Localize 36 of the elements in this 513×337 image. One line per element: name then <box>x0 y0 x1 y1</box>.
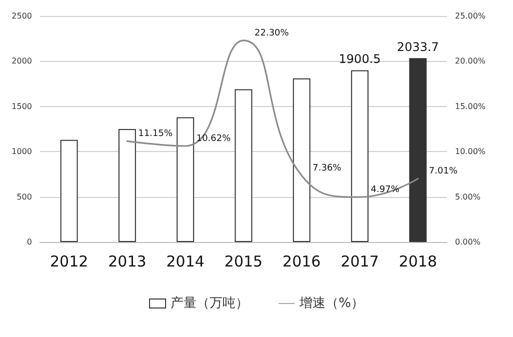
y-tick-label: 2000 <box>12 56 32 66</box>
bar <box>60 140 78 242</box>
x-tick-label: 2015 <box>224 252 263 270</box>
x-tick-label: 2013 <box>108 252 146 270</box>
y-tick-label: 500 <box>16 192 32 202</box>
data-label: 10.62% <box>196 134 232 144</box>
x-tick-label: 2018 <box>398 252 438 270</box>
bar <box>118 129 136 242</box>
bar <box>234 89 252 242</box>
y2-tick-label: 5.00% <box>455 192 481 202</box>
data-label: 22.30% <box>254 28 290 38</box>
y2-tick-label: 20.00% <box>455 56 486 66</box>
data-label: 7.36% <box>312 163 342 174</box>
bar <box>176 117 194 242</box>
y-tick-label: 1500 <box>12 102 32 111</box>
y2-tick-label: 25.00% <box>455 12 486 20</box>
data-label: 11.15% <box>138 129 173 140</box>
x-tick-label: 2017 <box>340 252 379 270</box>
bar <box>292 78 310 242</box>
y2-tick-label: 15.00% <box>455 102 486 111</box>
x-tick-label: 2012 <box>50 252 88 270</box>
y-tick-label: 2500 <box>12 12 32 20</box>
y-tick-label: 1000 <box>12 147 32 156</box>
legend-label: 产量（万吨） <box>170 296 249 311</box>
bar <box>409 58 427 242</box>
y2-tick-label: 10.00% <box>455 147 486 156</box>
x-tick-label: 2016 <box>282 252 321 270</box>
legend-label: 增速（%） <box>298 296 364 311</box>
y2-tick-label: 0.00% <box>455 238 481 246</box>
y-tick-label: 0 <box>26 238 32 246</box>
data-label: 7.01% <box>428 166 458 177</box>
data-label: 1900.5 <box>338 52 381 66</box>
x-tick-label: 2014 <box>166 252 204 270</box>
data-label: 4.97% <box>370 185 400 196</box>
data-label: 2033.7 <box>396 40 439 54</box>
bar <box>351 70 369 242</box>
